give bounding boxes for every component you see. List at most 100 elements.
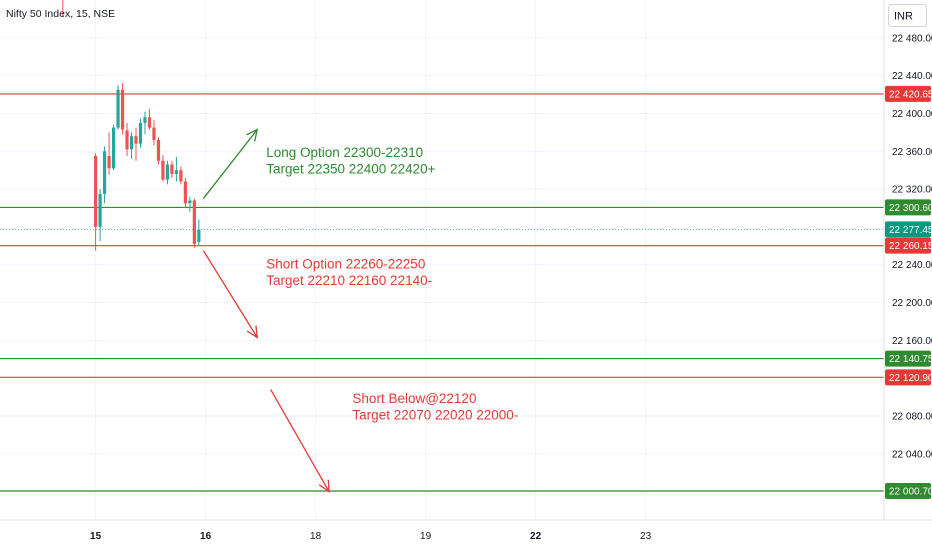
grid	[0, 0, 884, 520]
candle	[134, 127, 138, 161]
candle	[107, 132, 111, 175]
price-tick-label: 22 160.00	[892, 336, 932, 347]
symbol-title: Nifty 50 Index, 15, NSE	[6, 8, 115, 20]
arrow-shaft	[202, 129, 258, 199]
price-badges: 22 420.65 22 300.60 22 260.15 22 140.75 22 1…	[885, 85, 932, 499]
price-badge-bg	[885, 221, 931, 238]
candle-body	[192, 200, 196, 244]
price-badge-bg	[885, 85, 931, 102]
candle	[93, 153, 98, 251]
time-scale[interactable]: 1012151618192223	[0, 531, 652, 542]
candle-body	[107, 156, 111, 169]
candle	[156, 137, 161, 165]
price-badge-label: 22 000.70	[889, 486, 932, 497]
candle-body	[179, 170, 183, 182]
candle	[165, 160, 170, 185]
price-scale-ticks: 22 480.00 22 440.00 22 400.00 22 360.00 22 3…	[892, 33, 932, 460]
arrow-head	[318, 479, 330, 493]
candle	[188, 196, 192, 212]
partial-candle	[62, 0, 64, 18]
candle	[138, 118, 143, 148]
horizontal-levels	[0, 93, 884, 492]
price-tick-label: 22 360.00	[892, 147, 932, 158]
candle	[98, 189, 102, 242]
price-badge-bg	[885, 369, 931, 386]
arrow-shaft	[202, 250, 258, 338]
arrow-shaft	[270, 389, 330, 492]
candle	[120, 83, 125, 135]
candle	[147, 108, 152, 130]
annotation-text: Target 22350 22400 22420+	[266, 161, 435, 176]
candle-body	[143, 117, 147, 123]
price-badge: 22 277.45	[885, 221, 932, 238]
time-tick-label: 19	[420, 531, 432, 542]
price-badge-bg	[885, 237, 931, 254]
currency-button[interactable]: INR	[888, 4, 927, 27]
candle	[192, 198, 196, 248]
time-tick-label: 23	[640, 531, 652, 542]
candle	[174, 156, 179, 182]
candle-body	[111, 127, 116, 169]
price-badge-label: 22 120.90	[889, 373, 932, 384]
trend-arrows	[202, 128, 330, 493]
price-tick-label: 22 080.00	[892, 412, 932, 423]
arrow-red	[202, 250, 259, 339]
candle-body	[116, 89, 120, 128]
price-badge: 22 000.70	[885, 482, 932, 499]
candle-body	[152, 127, 156, 140]
price-badge-label: 22 300.60	[889, 203, 932, 214]
candle-body	[183, 181, 187, 204]
candle	[170, 160, 174, 178]
arrow-red	[270, 389, 330, 493]
candle-body	[147, 117, 152, 128]
currency-label: INR	[894, 11, 913, 23]
candle	[125, 122, 129, 156]
time-tick-label: 18	[310, 531, 322, 542]
candle-body	[188, 200, 192, 204]
candle-body	[120, 89, 125, 130]
price-tick-label: 22 320.00	[892, 185, 932, 196]
price-badge-bg	[885, 199, 931, 216]
candle-body	[170, 164, 174, 174]
candle-body	[125, 130, 129, 150]
candle	[152, 120, 156, 146]
time-tick-label: 16	[200, 531, 212, 542]
time-tick-label: 22	[530, 531, 542, 542]
price-badge: 22 300.60	[885, 199, 932, 216]
candle-body	[174, 170, 179, 174]
candle	[116, 85, 120, 130]
candle	[111, 124, 116, 171]
candle	[102, 146, 107, 204]
annotation-text: Target 22210 22160 22140-	[266, 273, 432, 288]
price-badge: 22 120.90	[885, 369, 932, 386]
candle-body	[98, 193, 102, 227]
price-tick-label: 22 480.00	[892, 33, 932, 44]
price-tick-label: 22 040.00	[892, 449, 932, 460]
candle-body	[197, 229, 201, 243]
price-tick-label: 22 440.00	[892, 71, 932, 82]
price-badge-label: 22 420.65	[889, 89, 932, 100]
arrow-head	[246, 128, 259, 142]
price-tick-label: 22 400.00	[892, 109, 932, 120]
currency-button-frame	[888, 4, 927, 27]
candle	[143, 111, 147, 135]
price-badge-label: 22 277.45	[889, 225, 932, 236]
candle-body	[156, 139, 161, 161]
candle-body	[161, 160, 165, 180]
annotation-text: Short Below@22120	[352, 391, 476, 406]
price-tick-label: 22 200.00	[892, 298, 932, 309]
price-badge-bg	[885, 482, 931, 499]
candle-body	[129, 136, 134, 150]
annotation-text: Short Option 22260-22250	[266, 257, 425, 272]
candle	[183, 177, 187, 208]
arrow-head	[246, 325, 259, 339]
candle	[179, 166, 183, 185]
price-badge: 22 420.65	[885, 85, 932, 102]
annotation-text: Long Option 22300-22310	[266, 145, 423, 160]
candle	[129, 132, 134, 159]
price-badge: 22 260.15	[885, 237, 932, 254]
candle-body	[134, 136, 138, 144]
candle-body	[102, 151, 107, 194]
